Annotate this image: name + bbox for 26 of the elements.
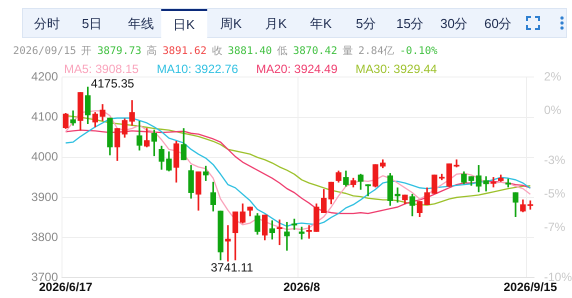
text: 3879.73 bbox=[97, 45, 142, 57]
annotation: 3741.11 bbox=[210, 260, 254, 274]
text: -0.10% bbox=[400, 45, 438, 57]
text: 量 bbox=[342, 45, 354, 57]
text: 3870.42 bbox=[293, 45, 338, 57]
text: 2026/09/15 bbox=[13, 45, 76, 57]
x-tick-label: 2026/9/15 bbox=[504, 280, 558, 294]
text: 收 bbox=[212, 45, 223, 57]
text: 低 bbox=[277, 45, 288, 57]
text: MA20: 3924.49 bbox=[256, 62, 338, 76]
text: MA5: 3908.15 bbox=[64, 62, 139, 76]
y-tick-label: 4200 bbox=[31, 70, 58, 84]
y-tick-label: 4000 bbox=[31, 150, 58, 164]
text: MA10: 3922.76 bbox=[156, 62, 238, 76]
annotation: 4175.35 bbox=[90, 76, 135, 90]
y-tick-label: 3800 bbox=[31, 230, 58, 244]
x-tick-label: 2026/8 bbox=[283, 280, 320, 294]
text: 2.84亿 bbox=[358, 45, 395, 57]
y-tick-label: 3900 bbox=[31, 190, 58, 204]
text: MA30: 3929.44 bbox=[356, 62, 437, 76]
tab-bar: 分时 5日 年线 日K 周K 月K 年K 5分 15分 30分 60分 bbox=[22, 8, 567, 38]
text: 开 bbox=[81, 45, 92, 57]
text: 3881.40 bbox=[228, 45, 272, 57]
y-tick-label: 4100 bbox=[31, 110, 58, 124]
text: 3891.62 bbox=[162, 45, 207, 57]
text: 高 bbox=[146, 45, 158, 57]
